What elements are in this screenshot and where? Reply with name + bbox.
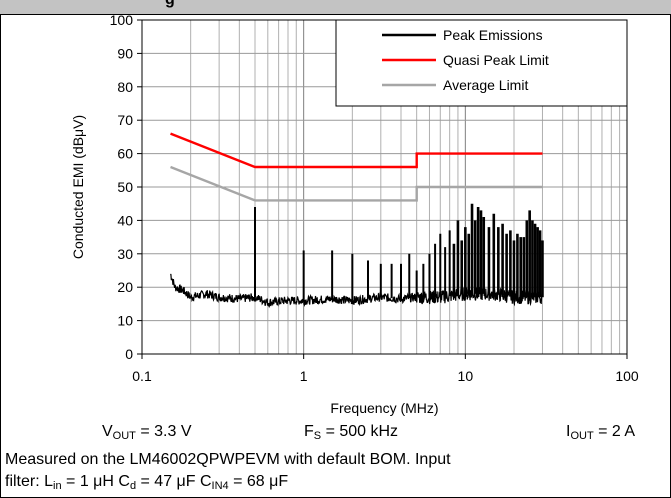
chart-legend: Peak Emissions Quasi Peak Limit Average Li… xyxy=(335,19,628,107)
iout-symbol: I xyxy=(566,423,571,440)
caption-cin-subscript: IN4 xyxy=(211,480,229,492)
fs-value: = 500 kHz xyxy=(321,423,399,440)
iout-value: = 2 A xyxy=(593,423,636,440)
series-line-quasi-peak-limit xyxy=(170,132,543,169)
vout-condition: VOUT = 3.3 V xyxy=(102,420,192,444)
figure-caption: Measured on the LM46002QPWPEVM with defa… xyxy=(5,449,655,493)
x-tick-label: 1 xyxy=(300,368,308,384)
y-tick-label: 70 xyxy=(117,112,133,128)
x-tick-label: 100 xyxy=(615,368,639,384)
axis-ticks: 0 10 20 30 40 50 60 70 80 90 100 0.1 1 10 100 xyxy=(110,12,639,384)
vout-subscript: OUT xyxy=(112,430,136,442)
fs-subscript: S xyxy=(313,430,322,442)
caption-lin-value: = 1 μH C xyxy=(61,473,130,490)
caption-filter-prefix: filter: L xyxy=(5,473,54,490)
figure-title-fragment: g xyxy=(165,0,175,9)
y-tick-label: 50 xyxy=(117,179,133,195)
caption-lin-subscript: in xyxy=(53,480,62,492)
fs-symbol: F xyxy=(304,423,314,440)
vout-value: = 3.3 V xyxy=(135,423,192,440)
caption-cin-value: = 68 μF xyxy=(228,473,289,490)
y-tick-label: 20 xyxy=(117,279,133,295)
x-axis-title: Frequency (MHz) xyxy=(330,400,438,416)
fs-condition: FS = 500 kHz xyxy=(304,420,398,444)
series-floor-peak-emissions xyxy=(170,273,544,309)
caption-line-1: Measured on the LM46002QPWPEVM with defa… xyxy=(5,451,451,468)
legend-label: Peak Emissions xyxy=(443,27,543,43)
y-tick-label: 30 xyxy=(117,246,133,262)
legend-label: Quasi Peak Limit xyxy=(443,52,549,68)
y-tick-label: 90 xyxy=(117,45,133,61)
y-tick-label: 60 xyxy=(117,146,133,162)
series-line-average-limit xyxy=(170,165,543,202)
y-tick-label: 10 xyxy=(117,313,133,329)
y-axis-title: Conducted EMI (dBμV) xyxy=(70,115,86,259)
emi-chart: 0 10 20 30 40 50 60 70 80 90 100 0.1 1 10 100 Conducte… xyxy=(70,12,639,416)
y-tick-label: 40 xyxy=(117,212,133,228)
caption-line-2: filter: Lin = 1 μH Cd = 47 μF CIN4 = 68 … xyxy=(5,471,655,493)
x-tick-label: 10 xyxy=(458,368,474,384)
x-tick-label: 0.1 xyxy=(132,368,152,384)
vout-symbol: V xyxy=(102,423,113,440)
y-tick-label: 0 xyxy=(125,346,133,362)
caption-cd-subscript: d xyxy=(129,480,137,492)
legend-label: Average Limit xyxy=(443,77,528,93)
iout-subscript: OUT xyxy=(570,430,594,442)
chart-series xyxy=(170,132,544,309)
iout-condition: IOUT = 2 A xyxy=(566,420,635,444)
caption-cd-value: = 47 μF C xyxy=(136,473,212,490)
figure-title-strip: g xyxy=(0,0,671,15)
y-tick-label: 80 xyxy=(117,79,133,95)
y-tick-label: 100 xyxy=(110,12,134,28)
